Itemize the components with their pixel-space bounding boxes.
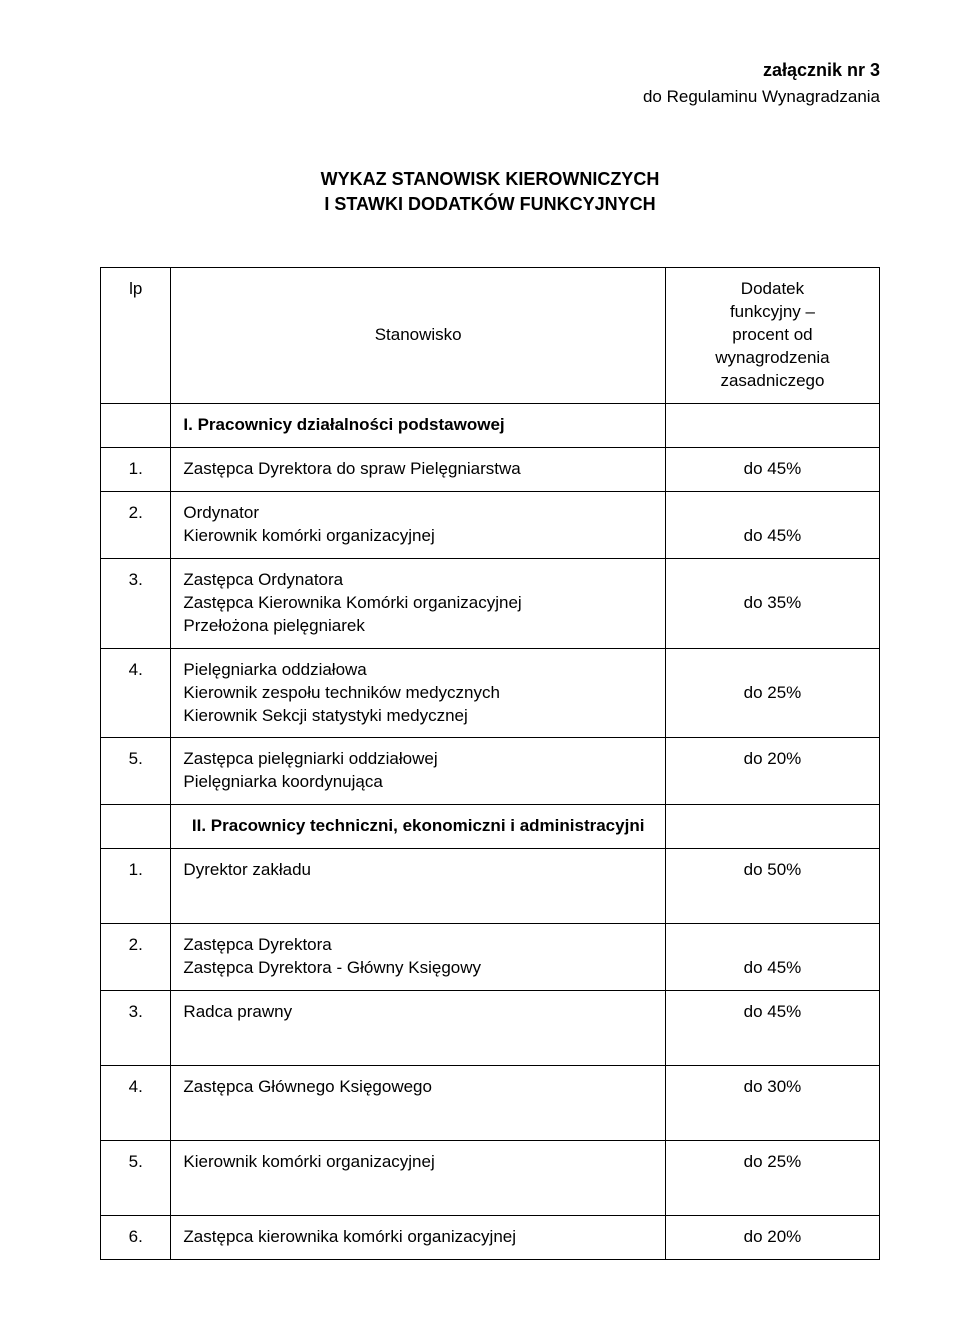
section-1-title: I. Pracownicy działalności podstawowej bbox=[171, 404, 666, 448]
title-line-2: I STAWKI DODATKÓW FUNKCYJNYCH bbox=[100, 192, 880, 217]
row-stan-l2: Kierownik komórki organizacyjnej bbox=[183, 525, 653, 548]
header-dodatek-l5: zasadniczego bbox=[678, 370, 867, 393]
header-dodatek: Dodatek funkcyjny – procent od wynagrodz… bbox=[665, 268, 879, 404]
section-2-title: II. Pracownicy techniczni, ekonomiczni i… bbox=[171, 805, 666, 849]
row-val: do 35% bbox=[665, 558, 879, 648]
row-lp: 6. bbox=[101, 1216, 171, 1260]
header-dodatek-l3: procent od bbox=[678, 324, 867, 347]
row-stan-l3: Kierownik Sekcji statystyki medycznej bbox=[183, 705, 653, 728]
row-stan-l2: Zastępca Kierownika Komórki organizacyjn… bbox=[183, 592, 653, 615]
table-row: 3. Radca prawny do 45% bbox=[101, 991, 880, 1066]
row-stan: Pielęgniarka oddziałowa Kierownik zespoł… bbox=[171, 648, 666, 738]
row-stan: Zastępca Ordynatora Zastępca Kierownika … bbox=[171, 558, 666, 648]
row-stan-l2: Pielęgniarka koordynująca bbox=[183, 771, 653, 794]
row-stan: Zastępca pielęgniarki oddziałowej Pielęg… bbox=[171, 738, 666, 805]
page: załącznik nr 3 do Regulaminu Wynagradzan… bbox=[0, 0, 960, 1320]
row-lp: 3. bbox=[101, 558, 171, 648]
row-lp: 5. bbox=[101, 1141, 171, 1216]
header-stanowisko: Stanowisko bbox=[171, 268, 666, 404]
attachment-label: załącznik nr 3 bbox=[100, 60, 880, 81]
row-stan: Ordynator Kierownik komórki organizacyjn… bbox=[171, 491, 666, 558]
table-header-row: lp Stanowisko Dodatek funkcyjny – procen… bbox=[101, 268, 880, 404]
table-row: 5. Zastępca pielęgniarki oddziałowej Pie… bbox=[101, 738, 880, 805]
table-row: 6. Zastępca kierownika komórki organizac… bbox=[101, 1216, 880, 1260]
row-val: do 50% bbox=[665, 849, 879, 924]
row-lp: 1. bbox=[101, 849, 171, 924]
row-lp: 1. bbox=[101, 448, 171, 492]
row-lp: 2. bbox=[101, 924, 171, 991]
row-lp: 3. bbox=[101, 991, 171, 1066]
header-lp: lp bbox=[101, 268, 171, 404]
section-2-lp-empty bbox=[101, 805, 171, 849]
row-stan: Kierownik komórki organizacyjnej bbox=[171, 1141, 666, 1216]
section-1-val-empty bbox=[665, 404, 879, 448]
row-lp: 5. bbox=[101, 738, 171, 805]
table-row: 2. Ordynator Kierownik komórki organizac… bbox=[101, 491, 880, 558]
row-stan: Zastępca Dyrektora do spraw Pielęgniarst… bbox=[171, 448, 666, 492]
row-stan: Zastępca Głównego Księgowego bbox=[171, 1066, 666, 1141]
table-row: 1. Zastępca Dyrektora do spraw Pielęgnia… bbox=[101, 448, 880, 492]
row-stan-l3: Przełożona pielęgniarek bbox=[183, 615, 653, 638]
row-stan: Radca prawny bbox=[171, 991, 666, 1066]
section-2-title-row: II. Pracownicy techniczni, ekonomiczni i… bbox=[101, 805, 880, 849]
row-val: do 20% bbox=[665, 1216, 879, 1260]
row-val: do 30% bbox=[665, 1066, 879, 1141]
section-1-title-row: I. Pracownicy działalności podstawowej bbox=[101, 404, 880, 448]
row-lp: 2. bbox=[101, 491, 171, 558]
table-row: 3. Zastępca Ordynatora Zastępca Kierowni… bbox=[101, 558, 880, 648]
header-dodatek-l2: funkcyjny – bbox=[678, 301, 867, 324]
document-title: WYKAZ STANOWISK KIEROWNICZYCH I STAWKI D… bbox=[100, 167, 880, 217]
row-val: do 25% bbox=[665, 1141, 879, 1216]
header-dodatek-l1: Dodatek bbox=[678, 278, 867, 301]
row-val: do 25% bbox=[665, 648, 879, 738]
title-line-1: WYKAZ STANOWISK KIEROWNICZYCH bbox=[100, 167, 880, 192]
row-val: do 45% bbox=[665, 924, 879, 991]
row-stan-l2: Zastępca Dyrektora - Główny Księgowy bbox=[183, 957, 653, 980]
table-row: 4. Pielęgniarka oddziałowa Kierownik zes… bbox=[101, 648, 880, 738]
row-val: do 45% bbox=[665, 491, 879, 558]
table-row: 2. Zastępca Dyrektora Zastępca Dyrektora… bbox=[101, 924, 880, 991]
row-stan: Zastępca Dyrektora Zastępca Dyrektora - … bbox=[171, 924, 666, 991]
row-lp: 4. bbox=[101, 1066, 171, 1141]
row-stan-l1: Pielęgniarka oddziałowa bbox=[183, 659, 653, 682]
row-stan: Zastępca kierownika komórki organizacyjn… bbox=[171, 1216, 666, 1260]
row-stan-l2: Kierownik zespołu techników medycznych bbox=[183, 682, 653, 705]
row-val: do 45% bbox=[665, 991, 879, 1066]
row-stan-l1: Ordynator bbox=[183, 502, 653, 525]
header-block: załącznik nr 3 do Regulaminu Wynagradzan… bbox=[100, 60, 880, 107]
header-dodatek-l4: wynagrodzenia bbox=[678, 347, 867, 370]
table-row: 1. Dyrektor zakładu do 50% bbox=[101, 849, 880, 924]
row-lp: 4. bbox=[101, 648, 171, 738]
table-row: 5. Kierownik komórki organizacyjnej do 2… bbox=[101, 1141, 880, 1216]
positions-table: lp Stanowisko Dodatek funkcyjny – procen… bbox=[100, 267, 880, 1260]
row-stan-l1: Zastępca pielęgniarki oddziałowej bbox=[183, 748, 653, 771]
row-stan-l1: Zastępca Dyrektora bbox=[183, 934, 653, 957]
attachment-subline: do Regulaminu Wynagradzania bbox=[100, 87, 880, 107]
row-val: do 20% bbox=[665, 738, 879, 805]
row-stan-l1: Zastępca Ordynatora bbox=[183, 569, 653, 592]
row-stan: Dyrektor zakładu bbox=[171, 849, 666, 924]
section-2-val-empty bbox=[665, 805, 879, 849]
row-val: do 45% bbox=[665, 448, 879, 492]
section-1-lp-empty bbox=[101, 404, 171, 448]
table-row: 4. Zastępca Głównego Księgowego do 30% bbox=[101, 1066, 880, 1141]
